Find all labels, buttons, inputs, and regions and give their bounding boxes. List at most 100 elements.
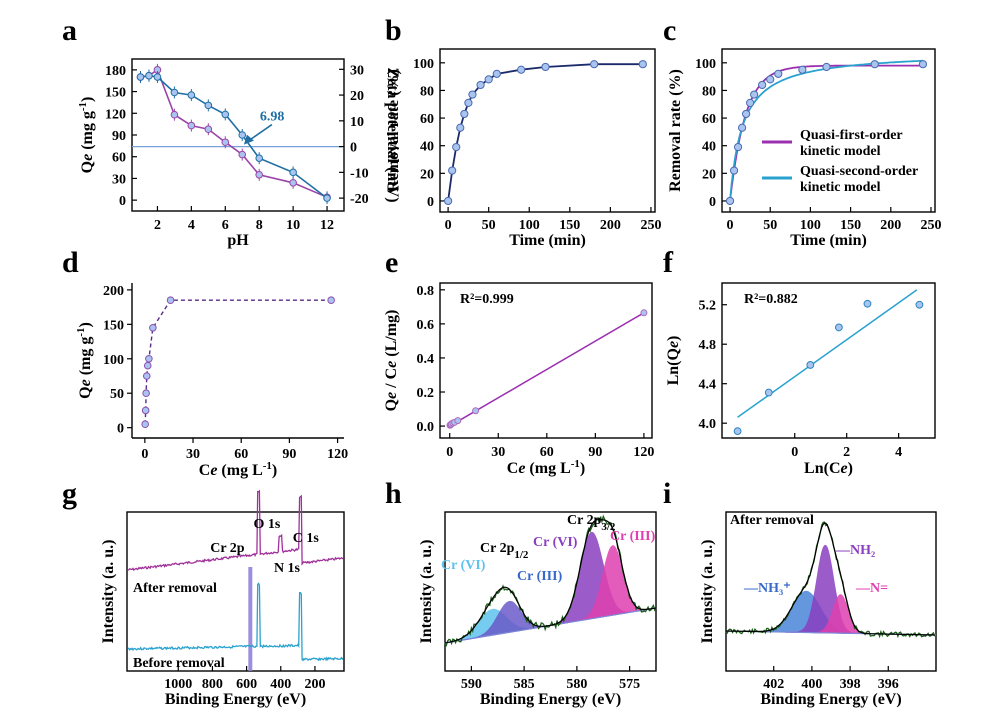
- data-point: [460, 109, 469, 119]
- o1s-label: O 1s: [253, 517, 280, 532]
- data-point: [918, 60, 928, 69]
- cr2p-highlight: [248, 567, 253, 671]
- panel-b-ytick-label: 0: [427, 195, 434, 210]
- before-removal-label: Before removal: [133, 656, 225, 671]
- panel-d-xtick-label: 60: [234, 447, 248, 462]
- data-point: [464, 98, 473, 107]
- data-point: [456, 123, 465, 132]
- legend-label-pfo-2: kinetic model: [800, 144, 881, 159]
- data-point: [729, 166, 739, 175]
- data-point: [492, 69, 501, 78]
- series-line-zeta-potential: [140, 74, 328, 199]
- panel-d-ytick-label: 100: [103, 353, 124, 368]
- panel-c-xtick-label: 200: [880, 218, 901, 233]
- panel-c-ytick-label: 40: [702, 140, 716, 155]
- panel-h-xtick-label: 575: [619, 677, 640, 692]
- label-part: e: [79, 154, 96, 161]
- panel-b-xtick-label: 50: [482, 218, 496, 233]
- panel-f-ytick-label: 4.4: [699, 378, 717, 393]
- data-point: [834, 323, 843, 332]
- langmuir-fit-line: [449, 312, 645, 427]
- panel-a-ytick-right-label: 10: [350, 115, 364, 130]
- panel-e-frame: [439, 282, 653, 439]
- x-axis-title: Ce (mg L-1): [507, 458, 586, 477]
- panel-b-xtick-label: 0: [445, 218, 452, 233]
- after-removal-label: After removal: [133, 581, 217, 596]
- panel-e-xtick-label: 90: [588, 445, 602, 460]
- panel-d-xtick-label: 90: [282, 447, 296, 462]
- data-point: [255, 154, 264, 162]
- data-point: [145, 71, 153, 80]
- data-point: [863, 299, 872, 308]
- x-axis-title: Time (min): [790, 232, 867, 249]
- label-part: (mg g: [79, 111, 96, 154]
- panel-c-xtick-label: 250: [920, 218, 941, 233]
- panel-h-xtick-label: 585: [514, 677, 535, 692]
- panel-a-ytick-left-label: 30: [112, 172, 126, 187]
- panel-g-xtick-label: 1000: [164, 677, 192, 692]
- panel-d-ytick-label: 200: [103, 284, 124, 299]
- label-part: Q: [79, 161, 96, 173]
- y-axis-title-right: Zeta potential (mV): [384, 67, 401, 202]
- label-part: C: [199, 462, 211, 479]
- data-point: [204, 101, 213, 110]
- label-part: Removal rate (%): [667, 69, 684, 192]
- panel-b-frame: [439, 48, 656, 213]
- n1s-label: N 1s: [274, 561, 301, 576]
- panel-c-xtick-label: 150: [840, 218, 861, 233]
- data-point: [750, 90, 759, 99]
- panel-c-xtick-label: 0: [727, 218, 734, 233]
- data-point: [143, 361, 152, 370]
- qe-line: [144, 299, 332, 425]
- panel-d-xtick-label: 0: [141, 447, 148, 462]
- label-part: ): [272, 462, 277, 479]
- data-point: [590, 60, 599, 69]
- panel-a-ytick-right-label: 0: [350, 141, 357, 156]
- panel-c-frame: [721, 48, 936, 213]
- panel-d-ytick-label: 50: [110, 387, 124, 402]
- label-part: ): [79, 97, 96, 102]
- panel-a-ytick-left-label: 60: [112, 151, 126, 166]
- label-part: (mg g: [77, 337, 94, 380]
- label-part: Intensity (a. u.): [699, 539, 716, 643]
- nh2-label: —NH₂: [835, 543, 875, 558]
- panel-g-xtick-label: 800: [202, 677, 223, 692]
- label-part: ): [580, 460, 585, 477]
- panel-b-xtick-label: 200: [600, 218, 621, 233]
- data-point: [141, 406, 150, 415]
- panel-label-b: b: [385, 14, 402, 47]
- panel-h-xtick-label: 590: [461, 677, 482, 692]
- panel-e-xtick-label: 60: [540, 445, 554, 460]
- series-line-qe: [140, 68, 328, 198]
- panel-g-xtick-label: 400: [270, 677, 291, 692]
- panel-a-ytick-left-label: 120: [105, 107, 126, 122]
- panel-b-xtick-label: 100: [519, 218, 540, 233]
- y-axis-title: Intensity (a. u.): [699, 539, 716, 643]
- data-point: [733, 427, 742, 435]
- label-part: 1/2: [514, 549, 529, 561]
- data-point: [468, 90, 477, 99]
- panel-e-xtick-label: 30: [491, 445, 505, 460]
- panel-b-xtick-label: 150: [559, 218, 580, 233]
- panel-f-xtick-label: 4: [895, 445, 902, 460]
- label-part: ): [665, 336, 682, 341]
- label-part: Cr 2p: [567, 513, 602, 528]
- annotation-label: 6.98: [260, 110, 285, 125]
- data-point: [289, 178, 297, 187]
- data-point: [170, 88, 179, 97]
- panel-label-i: i: [663, 477, 671, 510]
- panel-g-xtick-label: 600: [236, 677, 257, 692]
- x-axis-title: Ln(Ce): [804, 460, 853, 477]
- panel-c-xtick-label: 50: [763, 218, 777, 233]
- label-part: -1: [75, 327, 87, 336]
- y-axis-title: Intensity (a. u.): [418, 539, 435, 643]
- label-part: e: [665, 341, 682, 348]
- panel-d-ytick-label: 0: [117, 422, 124, 437]
- label-part: Zeta potential (mV): [384, 67, 401, 202]
- label-part: (mg L: [525, 460, 570, 477]
- data-point: [742, 109, 751, 119]
- data-point: [774, 69, 783, 78]
- data-point: [255, 171, 264, 179]
- data-point: [145, 354, 153, 363]
- label-part: (mg L: [217, 462, 262, 479]
